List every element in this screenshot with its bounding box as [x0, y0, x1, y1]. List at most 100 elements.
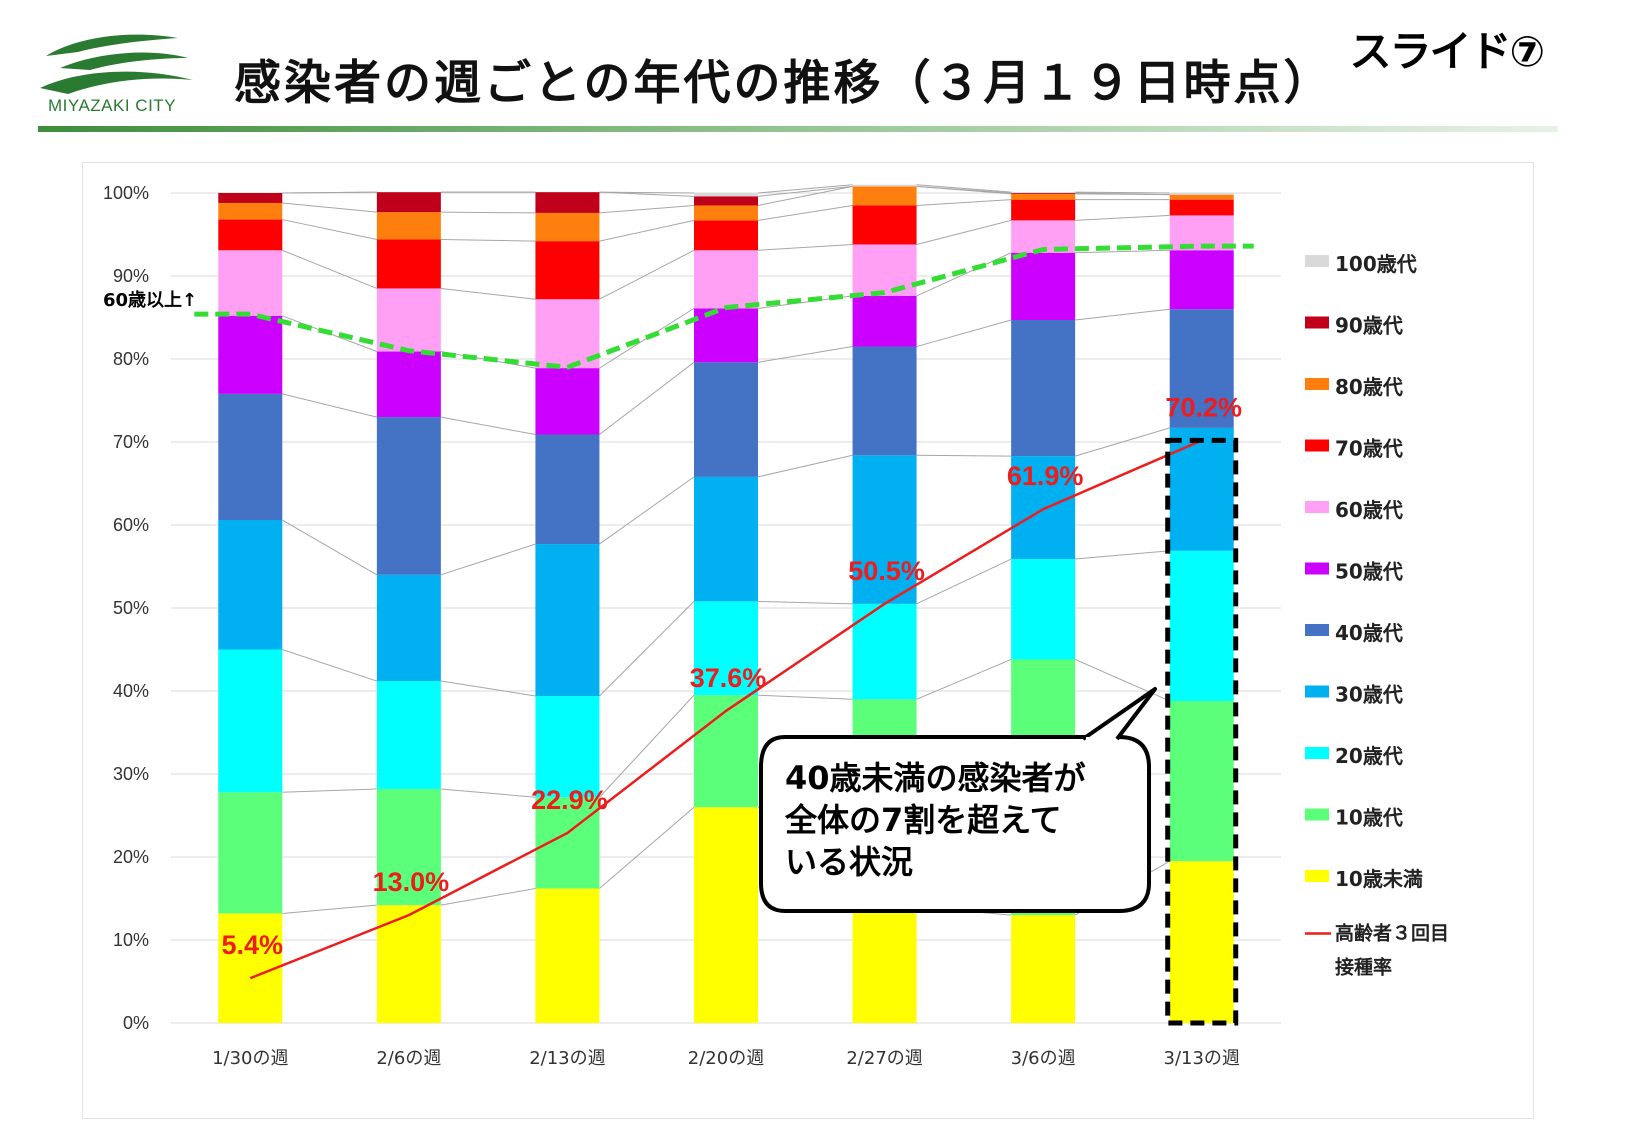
legend-label: 100歳代 [1335, 252, 1417, 276]
y-tick-label: 0% [123, 1013, 149, 1033]
bar-segment-5 [218, 393, 283, 521]
bar-segment-4 [1169, 427, 1234, 551]
series-connector [1074, 659, 1170, 702]
series-connector [916, 184, 1012, 193]
series-connector [440, 238, 536, 242]
y-tick-label: 50% [113, 598, 149, 618]
bar-segment-4 [218, 520, 283, 650]
bar-segment-8 [852, 205, 917, 245]
legend-swatch [1305, 255, 1329, 267]
legend-swatch [1305, 562, 1329, 575]
x-tick-label: 2/6の週 [376, 1048, 441, 1069]
series-connector [1075, 191, 1170, 194]
series-connector [757, 346, 853, 363]
series-connector [282, 519, 378, 576]
legend-swatch [1305, 501, 1329, 513]
y-tick-label: 30% [113, 764, 149, 784]
bar-segment-10 [535, 192, 600, 213]
legend-label: 高齢者３回目 [1335, 922, 1449, 945]
series-connector [282, 649, 378, 682]
legend-label: 90歳代 [1335, 314, 1403, 338]
series-connector [1075, 192, 1170, 196]
series-connector [282, 904, 377, 914]
bar-segment-10 [218, 193, 283, 203]
series-connector [916, 199, 1012, 206]
series-connector [599, 601, 695, 697]
bar-segment-5 [376, 417, 441, 575]
series-connector [599, 191, 695, 194]
bar-segment-8 [376, 239, 441, 289]
rate-data-label: 70.2% [1165, 392, 1242, 422]
bar-segment-6 [535, 368, 600, 435]
callout-bubble [759, 735, 1151, 913]
bar-segment-2 [694, 695, 758, 808]
bar-segment-4 [694, 476, 758, 602]
series-connector [757, 694, 853, 700]
bar-segment-9 [1011, 193, 1076, 200]
series-connector [440, 888, 536, 906]
bar-segment-9 [535, 212, 600, 242]
series-connector [282, 191, 377, 194]
callout-text-line: 40歳未満の感染者が [785, 759, 1086, 797]
series-connector [282, 202, 377, 213]
bar-segment-6 [694, 308, 758, 363]
series-connector [757, 243, 853, 251]
legend-swatch [1305, 624, 1329, 636]
legend-label: 接種率 [1335, 956, 1392, 979]
bar-segment-6 [376, 351, 441, 418]
bar-segment-11 [1169, 193, 1234, 195]
series-connector [757, 185, 853, 206]
bar-segment-1 [852, 906, 917, 1023]
bar-segment-8 [218, 219, 283, 251]
chart-frame: 60歳以上↑ 5.4% 13.0% 22.9% 37.6% 50.5% 61.9% 70.2%… [82, 162, 1534, 1119]
legend-label: 10歳未満 [1335, 867, 1423, 891]
legend-label: 70歳代 [1335, 437, 1403, 461]
bar-segment-6 [1169, 250, 1234, 310]
bar-segment-5 [1169, 309, 1234, 428]
bar-segment-9 [1169, 194, 1234, 200]
label-layer: 60歳以上↑ 5.4% 13.0% 22.9% 37.6% 50.5% 61.9% 70.2% [103, 290, 1242, 960]
bar-segment-7 [852, 244, 917, 296]
highlight-box [1165, 437, 1239, 1026]
rate-data-label: 5.4% [222, 930, 284, 960]
series-connector [757, 454, 853, 478]
series-connector [916, 252, 1012, 297]
rate-data-label: 37.6% [690, 663, 767, 693]
series-connector [1075, 308, 1170, 321]
series-connector [599, 476, 695, 545]
bar-segment-3 [1011, 559, 1076, 660]
series-connector [599, 249, 695, 300]
rate-data-label: 61.9% [1007, 461, 1084, 491]
bar-segment-1 [1011, 915, 1076, 1023]
bar-segment-9 [694, 205, 758, 221]
legend-label: 10歳代 [1335, 806, 1403, 830]
bar-segment-7 [694, 250, 758, 309]
bar-segment-9 [852, 186, 917, 206]
bar-segment-6 [852, 295, 917, 347]
series-connector [757, 600, 853, 605]
legend-swatch [1305, 870, 1329, 882]
series-connector [599, 694, 695, 798]
callout-text-line: いる状況 [785, 843, 913, 881]
legend-swatch [1305, 439, 1329, 452]
series-connector [916, 658, 1012, 700]
x-tick-label: 2/27の週 [846, 1048, 922, 1069]
legend-label: 40歳代 [1335, 621, 1403, 645]
bar-segment-3 [694, 601, 758, 696]
series-connector [599, 361, 695, 435]
series-connector [599, 806, 695, 889]
legend-label: 50歳代 [1335, 560, 1403, 584]
series-connector [916, 454, 1012, 457]
bar-segment-4 [535, 544, 600, 696]
stacked-bar-chart: 60歳以上↑ 5.4% 13.0% 22.9% 37.6% 50.5% 61.9% 70.2%… [103, 183, 1449, 1069]
series-connector [1075, 249, 1170, 254]
series-connector [757, 184, 853, 194]
bar-segment-2 [218, 792, 283, 914]
series-connector [599, 219, 695, 242]
series-connector [440, 211, 536, 214]
bar-segment-8 [1011, 199, 1076, 221]
y-tick-label: 90% [113, 266, 149, 286]
bar-segment-11 [852, 184, 917, 187]
y-tick-label: 70% [113, 432, 149, 452]
series-connector [1075, 550, 1170, 560]
